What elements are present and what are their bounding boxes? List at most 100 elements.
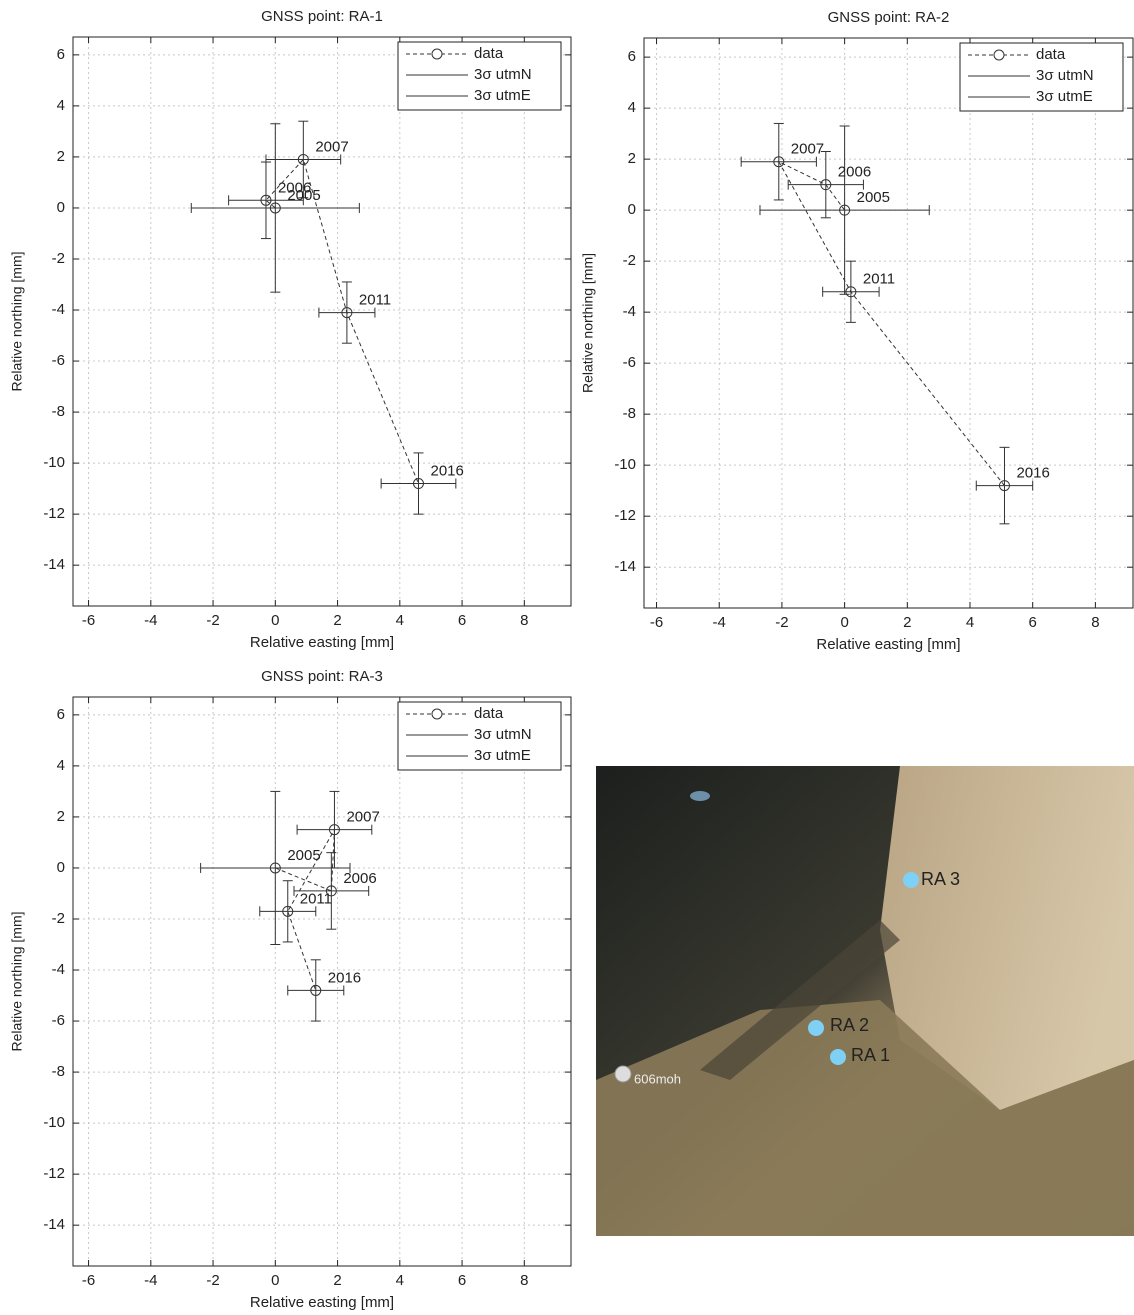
data-line [777,160,1005,486]
x-tick-label: -2 [775,614,788,631]
x-tick-label: -2 [206,612,219,629]
y-tick-label: 6 [57,46,65,63]
data-point [269,202,281,214]
legend-marker [431,48,443,60]
x-tick-label: 6 [1029,614,1037,631]
data-label: 2007 [346,809,379,826]
chart: -6 -4 -2 0 2 4 6 8 -14 -12 -10 -8 -6 -4 -2 0 2 4 6 GNSS poi… [9,8,572,651]
chart-title: GNSS point: RA-1 [261,8,383,25]
y-tick-label: -12 [43,505,65,522]
legend-label: 3σ utmN [1036,67,1094,84]
aerial-photo [596,766,1134,1236]
y-tick-label: -2 [52,910,65,927]
data-label: 2016 [328,969,361,986]
data-point [773,156,785,168]
plot-area [73,697,571,1266]
data-label: 2006 [278,179,311,196]
chart: -6 -4 -2 0 2 4 6 8 -14 -12 -10 -8 -6 -4 -2 0 2 4 6 GNSS poi… [9,668,572,1311]
y-tick-label: 4 [628,99,636,116]
data-label: 2007 [315,138,348,155]
x-tick-label: 0 [840,614,848,631]
map-point [830,1049,846,1065]
y-tick-label: -10 [614,456,636,473]
chart-title: GNSS point: RA-2 [828,9,950,26]
x-axis-label: Relative easting [mm] [816,636,960,653]
legend-label: data [474,705,504,722]
y-tick-label: -4 [623,303,636,320]
data-point [310,984,322,996]
x-tick-label: 2 [333,612,341,629]
y-tick-label: 4 [57,757,65,774]
x-tick-label: 6 [458,612,466,629]
y-tick-label: 0 [57,859,65,876]
y-tick-label: -4 [52,961,65,978]
data-point [820,179,832,191]
x-tick-label: -2 [206,1272,219,1289]
summit-marker [614,1065,632,1083]
data-point [845,286,857,298]
map-point [903,872,919,888]
y-axis-label: Relative northing [mm] [9,251,25,391]
legend-label: data [474,45,504,62]
data-label: 2005 [287,847,320,864]
map-label: RA 1 [851,1045,890,1065]
legend-box [397,41,562,111]
axes-box [72,36,572,607]
y-tick-label: -12 [614,507,636,524]
y-tick-label: -8 [623,405,636,422]
y-tick-label: -6 [52,352,65,369]
y-tick-label: 6 [628,48,636,65]
y-tick-label: -6 [52,1012,65,1029]
x-tick-label: -4 [144,612,157,629]
legend-label: 3σ utmE [1036,88,1093,105]
y-tick-label: -8 [52,403,65,420]
legend-label: 3σ utmN [474,726,532,743]
legend-label: 3σ utmN [474,66,532,83]
y-tick-label: 2 [628,150,636,167]
y-tick-label: 0 [628,201,636,218]
y-tick-label: 2 [57,148,65,165]
x-tick-label: -4 [144,1272,157,1289]
data-label: 2007 [791,141,824,158]
x-tick-label: 4 [396,612,404,629]
plot-area [73,37,571,606]
data-point [328,824,340,836]
data-point [325,885,337,897]
y-tick-label: -14 [43,556,65,573]
data-label: 2006 [838,164,871,181]
y-tick-label: -8 [52,1063,65,1080]
y-axis-label: Relative northing [mm] [9,911,25,1051]
x-tick-label: 0 [271,612,279,629]
x-tick-label: 2 [903,614,911,631]
x-axis-label: Relative easting [mm] [250,634,394,651]
x-tick-label: 0 [271,1272,279,1289]
data-line [275,829,335,991]
map-markers: RA 3 RA 2 RA 1 606moh [614,869,960,1086]
y-tick-label: 0 [57,199,65,216]
data-point [998,480,1010,492]
y-tick-label: -2 [52,250,65,267]
x-tick-label: -6 [82,612,95,629]
legend-label: 3σ utmE [474,747,531,764]
data-point [412,478,424,490]
data-point [269,862,281,874]
x-axis-label: Relative easting [mm] [250,1294,394,1311]
data-label: 2011 [300,890,332,907]
y-tick-label: -10 [43,454,65,471]
x-tick-label: 4 [396,1272,404,1289]
x-tick-label: 2 [333,1272,341,1289]
y-tick-label: -6 [623,354,636,371]
x-tick-label: 8 [520,1272,528,1289]
data-point [341,307,353,319]
x-tick-label: -6 [82,1272,95,1289]
y-tick-label: -12 [43,1165,65,1182]
legend-box [397,701,562,771]
x-tick-label: 8 [1091,614,1099,631]
x-tick-label: 6 [458,1272,466,1289]
x-tick-label: -6 [650,614,663,631]
data-point [260,194,272,206]
data-label: 2006 [343,870,376,887]
data-point [297,153,309,165]
data-label: 2005 [857,189,890,206]
